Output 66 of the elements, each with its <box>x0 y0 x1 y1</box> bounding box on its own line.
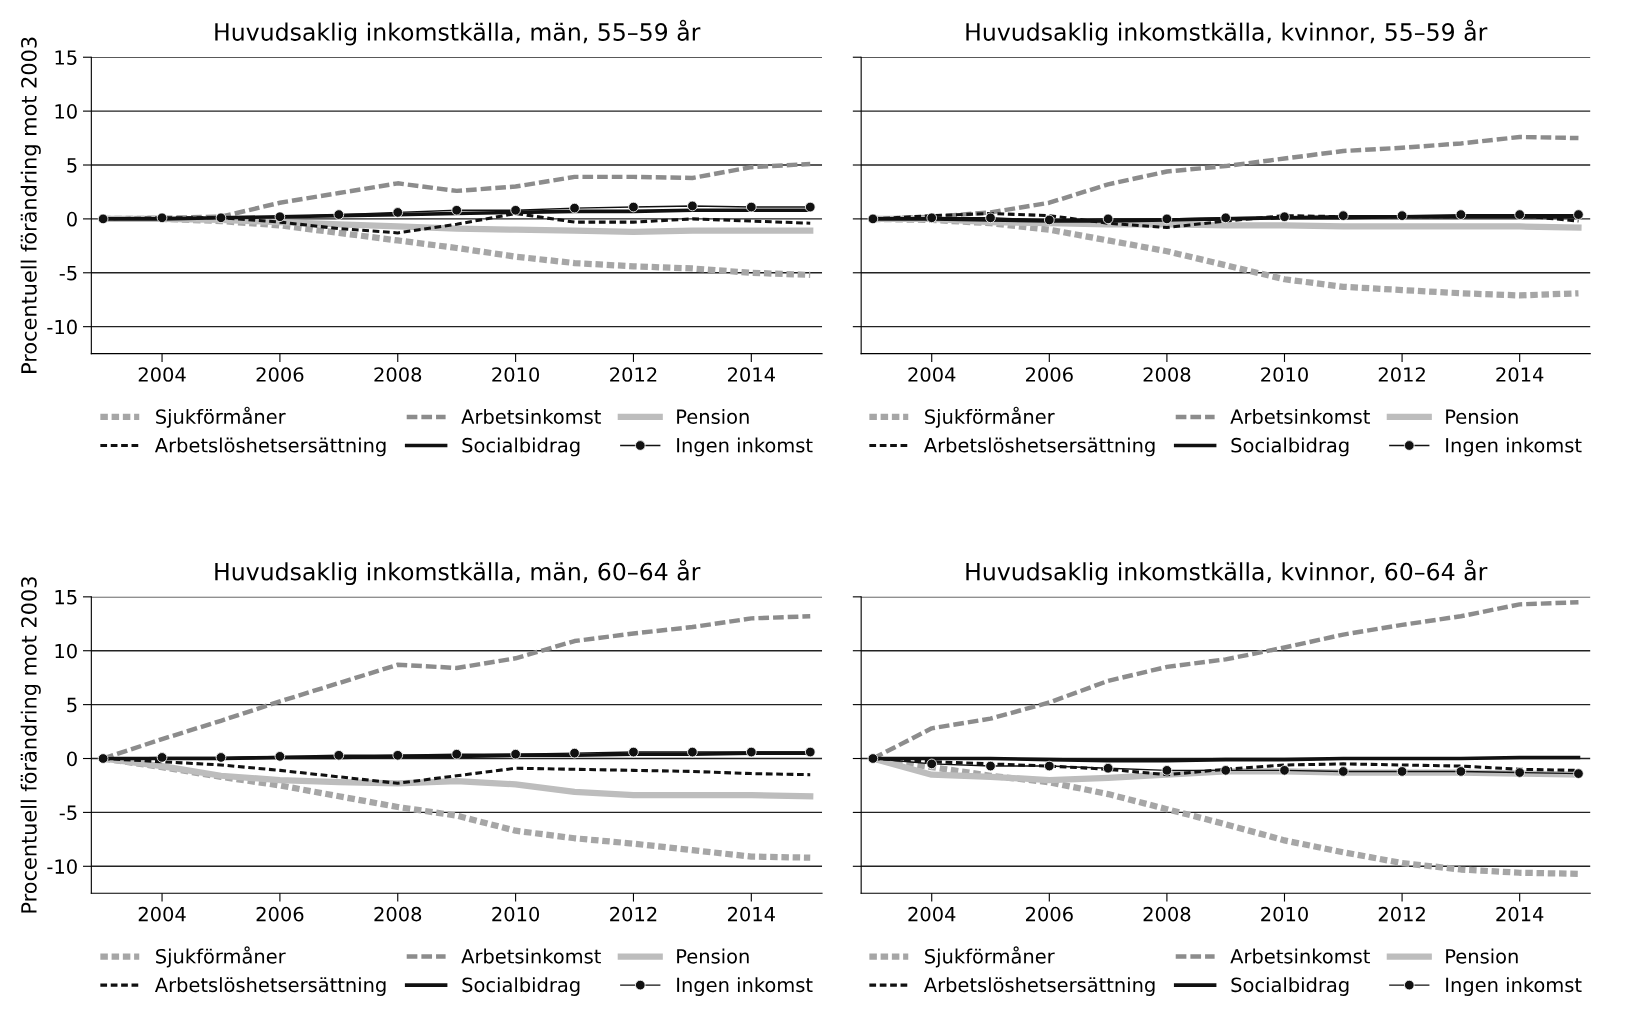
legend-label: Ingen inkomst <box>1446 437 1582 457</box>
legend-label: Pension <box>677 408 749 425</box>
x-tick-label: 2008 <box>374 906 422 922</box>
y-tick-label: 15 <box>55 590 77 605</box>
x-tick-label: 2004 <box>138 906 186 922</box>
x-tick-label: 2004 <box>908 367 956 382</box>
x-tick-label: 2014 <box>1496 906 1544 922</box>
legend-label: Ingen inkomst <box>677 977 813 996</box>
legend-label: Arbetsinkomst <box>1230 948 1370 964</box>
legend-label: Arbetslöshetsersättning <box>923 437 1155 457</box>
x-tick-label: 2012 <box>610 367 657 382</box>
y-tick-label: 5 <box>67 158 77 173</box>
legend-label: Pension <box>1446 408 1518 425</box>
legend-label: Arbetslöshetsersättning <box>154 977 386 996</box>
x-tick-label: 2014 <box>727 367 775 382</box>
chart-title: Huvudsaklig inkomstkälla, kvinnor, 60–64 år <box>966 559 1488 586</box>
y-tick-label: 10 <box>55 104 77 119</box>
legend-label: Arbetsinkomst <box>1230 408 1370 425</box>
x-tick-label: 2012 <box>1378 906 1425 922</box>
legend-label: Sjukförmåner <box>925 406 1055 428</box>
y-tick-label: 5 <box>67 697 77 713</box>
y-axis-title: Procentuell förändring mot 2003 <box>20 577 41 913</box>
legend-label: Sjukförmåner <box>925 946 1055 968</box>
x-tick-label: 2014 <box>1496 367 1544 382</box>
legend-label: Socialbidrag <box>1231 977 1349 996</box>
legend-label: Sjukförmåner <box>156 406 286 428</box>
x-tick-label: 2014 <box>727 906 775 922</box>
legend-label: Ingen inkomst <box>1446 977 1582 996</box>
legend-label: Ingen inkomst <box>677 437 813 457</box>
x-tick-label: 2006 <box>1025 367 1073 382</box>
y-tick-label: 15 <box>55 50 77 65</box>
chart-title: Huvudsaklig inkomstkälla, kvinnor, 55–59 år <box>966 19 1488 46</box>
x-tick-label: 2008 <box>374 367 422 382</box>
x-tick-label: 2010 <box>492 906 540 922</box>
x-tick-label: 2006 <box>256 906 304 922</box>
legend-label: Arbetslöshetsersättning <box>923 977 1155 996</box>
legend-label: Socialbidrag <box>1231 437 1349 457</box>
y-axis-title: Procentuell förändring mot 2003 <box>20 37 41 373</box>
x-tick-label: 2006 <box>256 367 304 382</box>
x-tick-label: 2006 <box>1025 906 1073 922</box>
legend-label: Pension <box>1446 948 1518 964</box>
x-tick-label: 2010 <box>1261 906 1308 922</box>
legend-label: Sjukförmåner <box>156 946 286 968</box>
x-tick-label: 2004 <box>908 906 956 922</box>
legend-label: Arbetsinkomst <box>461 948 601 964</box>
x-tick-label: 2010 <box>1261 367 1308 382</box>
y-tick-label: -5 <box>59 265 77 281</box>
legend-label: Pension <box>677 948 749 964</box>
x-tick-label: 2012 <box>610 906 657 922</box>
y-tick-label: 0 <box>67 211 77 227</box>
y-tick-label: -10 <box>47 859 77 874</box>
chart-title: Huvudsaklig inkomstkälla, män, 60–64 år <box>215 559 701 586</box>
legend-label: Socialbidrag <box>462 437 580 457</box>
x-tick-label: 2012 <box>1378 367 1425 382</box>
x-tick-label: 2010 <box>492 367 540 382</box>
y-tick-label: 0 <box>67 751 77 767</box>
x-tick-label: 2008 <box>1143 367 1191 382</box>
y-tick-label: -5 <box>59 805 77 821</box>
x-tick-label: 2008 <box>1143 906 1191 922</box>
y-tick-label: 10 <box>55 643 77 659</box>
y-tick-label: -10 <box>47 319 77 335</box>
chart-title: Huvudsaklig inkomstkälla, män, 55–59 år <box>215 19 701 46</box>
x-tick-label: 2004 <box>138 367 186 382</box>
legend-label: Socialbidrag <box>462 977 580 996</box>
legend-label: Arbetslöshetsersättning <box>154 437 386 457</box>
legend-label: Arbetsinkomst <box>461 408 601 425</box>
